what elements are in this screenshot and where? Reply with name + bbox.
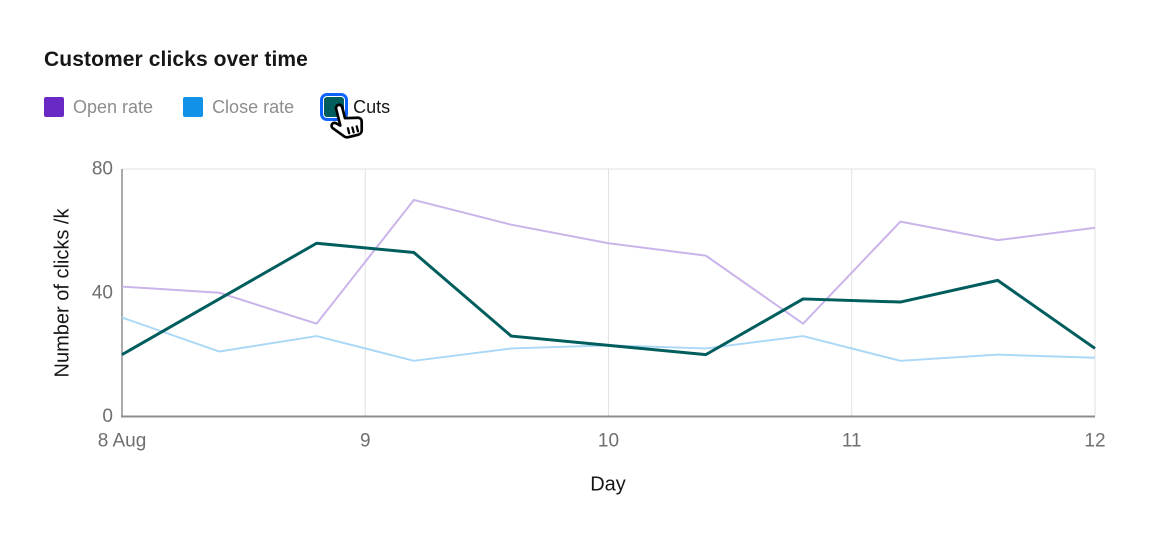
x-axis-title: Day	[590, 473, 626, 496]
x-tick-label: 11	[842, 431, 862, 452]
series-line-open-rate	[121, 198, 1096, 325]
x-tick-label: 8 Aug	[98, 431, 147, 452]
y-tick-label: 40	[92, 282, 113, 303]
legend-label-close-rate: Close rate	[212, 97, 295, 117]
x-tick-label: 12	[1084, 431, 1105, 452]
chart-title: Customer clicks over time	[44, 48, 308, 71]
x-tick-label: 10	[598, 431, 619, 452]
y-tick-label: 0	[102, 406, 113, 427]
x-tick-label: 9	[360, 431, 371, 452]
series-line-cuts	[121, 241, 1096, 357]
close-rate-swatch-icon	[183, 97, 204, 117]
legend-item-open-rate[interactable]: Open rate	[44, 97, 153, 117]
open-rate-swatch-icon	[44, 97, 64, 117]
y-tick-label: 80	[92, 159, 113, 180]
legend-label-open-rate: Open rate	[73, 97, 154, 117]
legend-item-close-rate[interactable]: Close rate	[183, 97, 294, 117]
